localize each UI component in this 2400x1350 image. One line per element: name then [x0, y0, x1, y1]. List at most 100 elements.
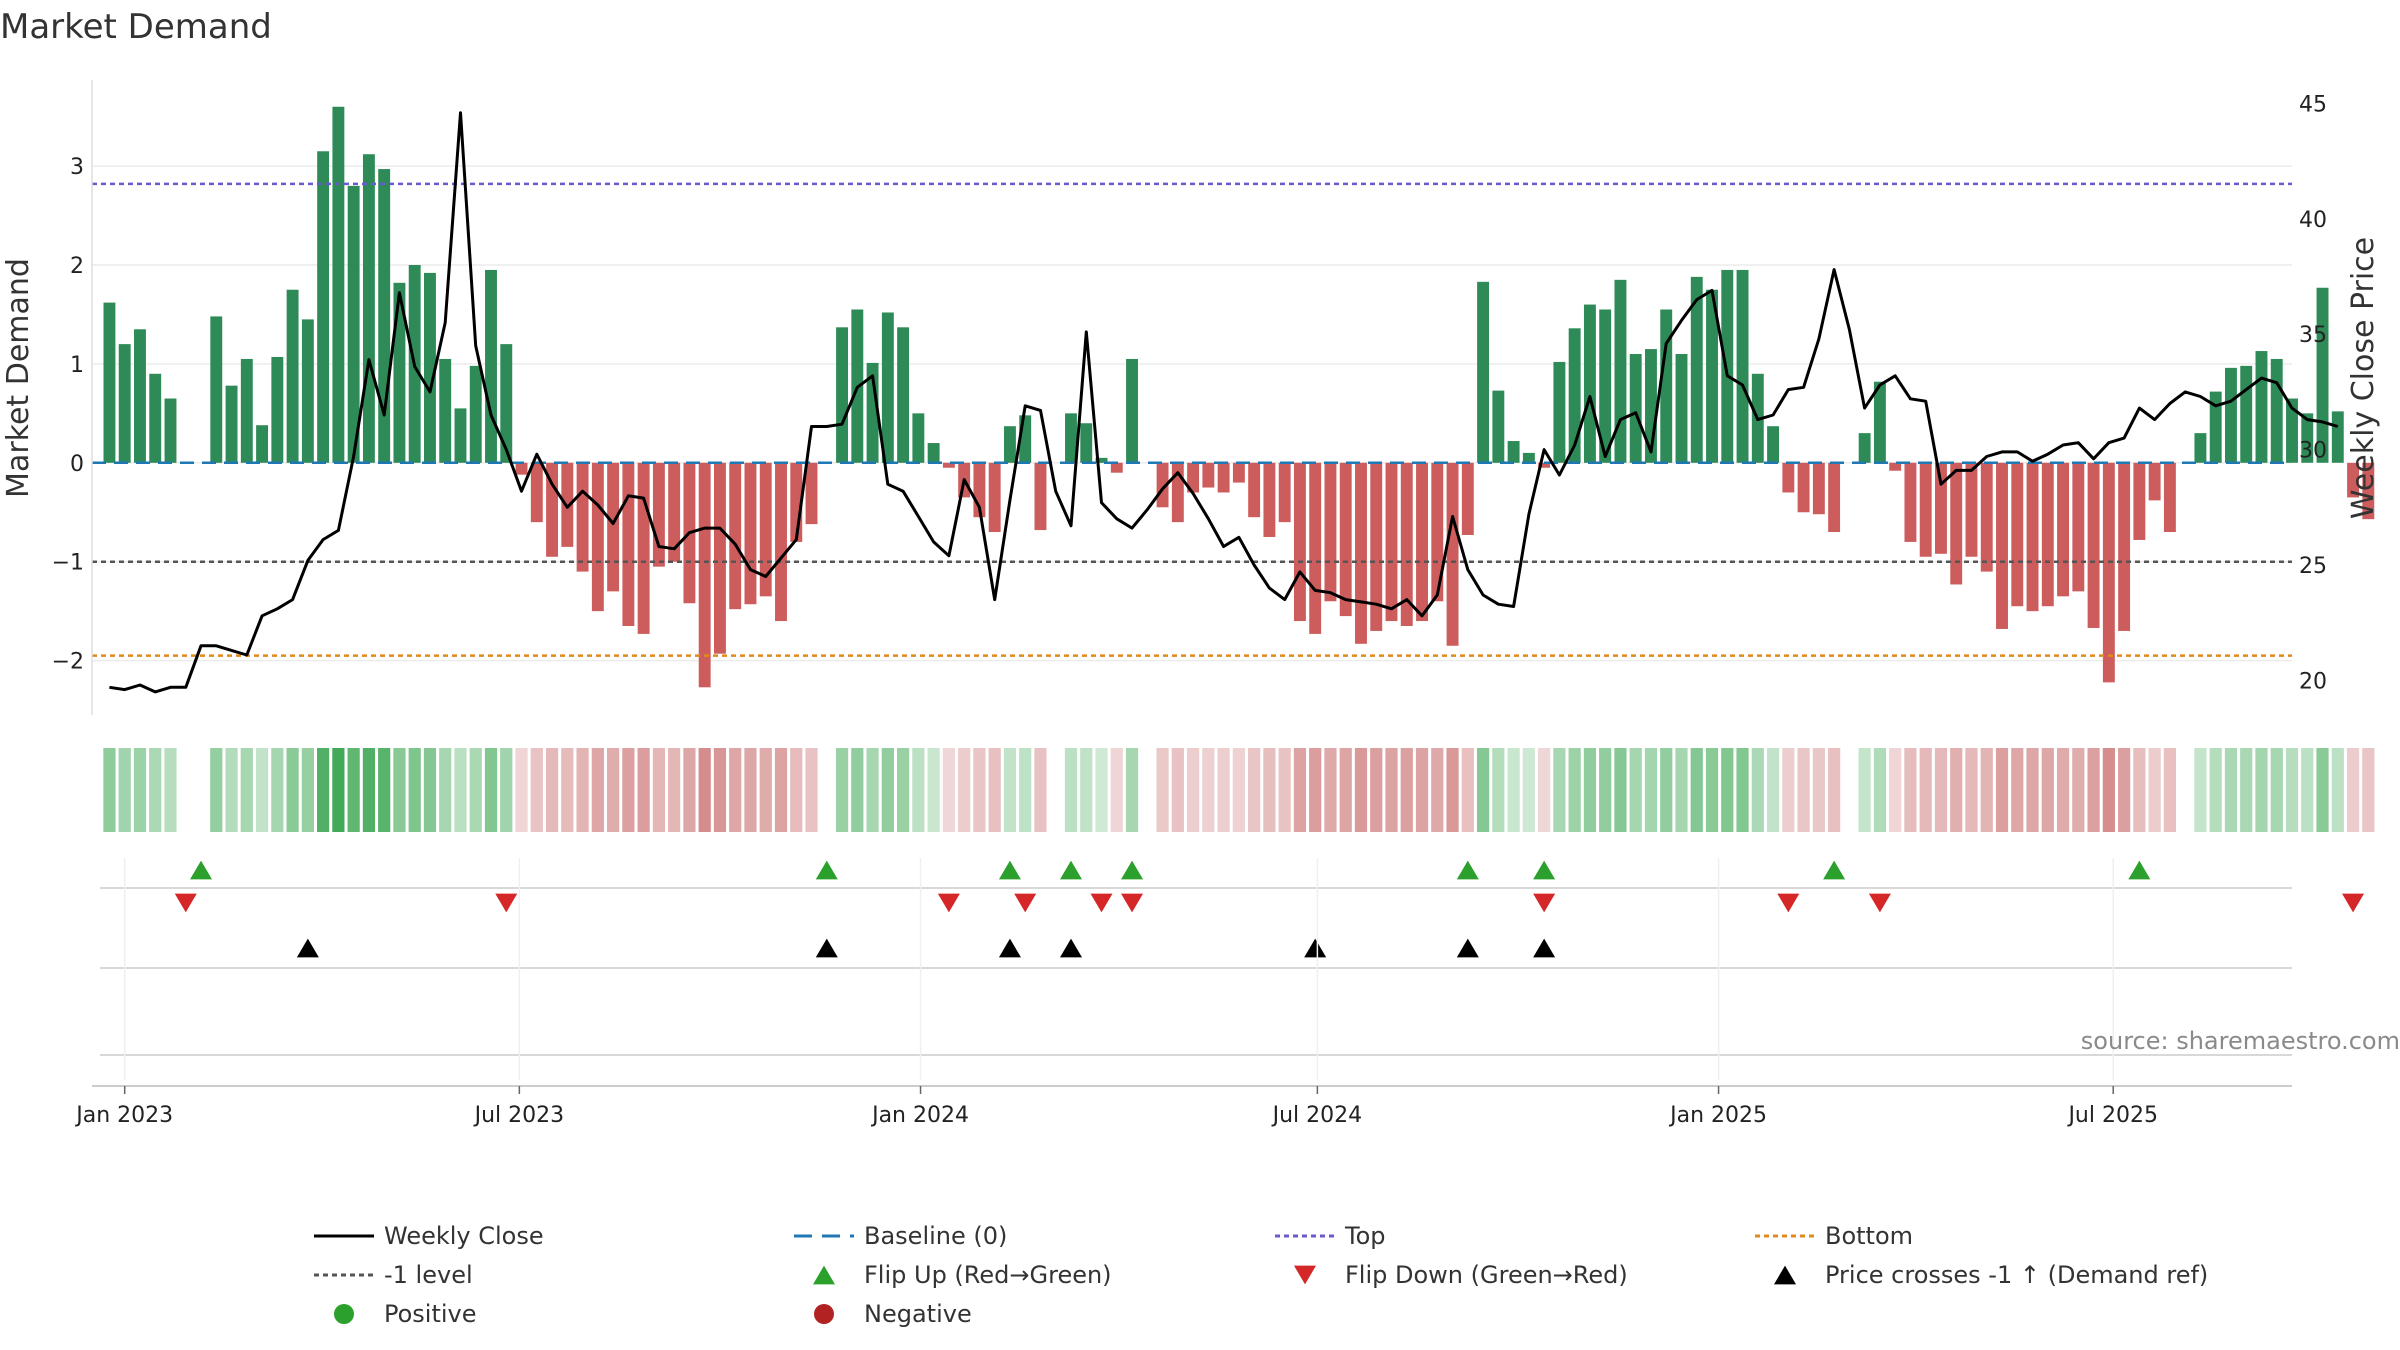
negative-demand-bar [1232, 462, 1245, 483]
strip-cell [347, 748, 360, 832]
negative-demand-bar [546, 462, 559, 557]
x-tick-label: Jul 2023 [473, 1103, 565, 1128]
strip-cell [1705, 748, 1719, 832]
strip-cell [1751, 748, 1764, 832]
y2-tick-label: 30 [2299, 439, 2327, 464]
strip-cell [2331, 748, 2344, 832]
strip-cell [1034, 748, 1047, 832]
strip-cell [2118, 748, 2131, 832]
flip-down-marker [174, 893, 197, 913]
strip-cell [1400, 748, 1413, 832]
strip-cell [271, 748, 284, 832]
strip-cell [1675, 748, 1688, 832]
strip-cell [2026, 748, 2039, 832]
strip-cell [1934, 748, 1948, 832]
negative-demand-bar [1248, 462, 1261, 518]
strip-cell [1904, 748, 1917, 832]
negative-demand-bar [622, 462, 635, 626]
legend-label: Positive [384, 1300, 477, 1328]
strip-cell [2285, 748, 2299, 832]
strip-cell [2301, 748, 2314, 832]
strip-cell [545, 748, 559, 832]
strip-cell [805, 748, 818, 832]
y2-tick-label: 25 [2299, 554, 2327, 579]
flip-down-marker [2342, 893, 2365, 913]
strip-cell [988, 748, 1001, 832]
strip-cell [2041, 748, 2054, 832]
negative-demand-bar [2102, 462, 2115, 683]
strip-cell [912, 748, 925, 832]
negative-demand-bar [1278, 462, 1291, 523]
flip-up-marker [998, 860, 1021, 880]
legend-circle-swatch [814, 1304, 834, 1324]
positive-demand-bar [424, 272, 436, 463]
negative-demand-bar [1171, 462, 1184, 523]
strip-cell [1431, 748, 1444, 832]
strip-cell [210, 748, 223, 832]
strip-cell [1614, 748, 1627, 832]
positive-demand-bar [2240, 365, 2253, 463]
positive-demand-bar [1858, 433, 1871, 463]
positive-demand-bar [2286, 398, 2298, 463]
negative-demand-bar [775, 462, 787, 622]
negative-demand-bar [2163, 462, 2176, 533]
positive-demand-bar [149, 373, 162, 463]
positive-demand-bar [210, 316, 223, 463]
legend-triangle-up-swatch [813, 1265, 835, 1285]
strip-cell [2087, 748, 2100, 832]
positive-demand-bar [103, 302, 116, 463]
positive-demand-bar [1629, 354, 1642, 463]
negative-demand-bar [1980, 462, 1993, 572]
strip-cell [1293, 748, 1307, 832]
strip-cell [1278, 748, 1291, 832]
source-note: source: sharemaestro.com [2081, 1027, 2400, 1055]
negative-demand-bar [2133, 462, 2146, 540]
flip-up-marker [1121, 860, 1144, 880]
price-cross-marker [815, 938, 838, 958]
price-cross-marker [1304, 938, 1327, 958]
positive-demand-bar [2316, 287, 2329, 463]
x-axis: Jan 2023 Jul 2023 Jan 2024 Jul 2024 Jan 2025… [74, 858, 2292, 1128]
negative-demand-bar [1339, 462, 1352, 617]
negative-demand-bar [2118, 462, 2131, 631]
negative-demand-bar [668, 462, 681, 562]
strip-cell [866, 748, 879, 832]
strip-cell [2240, 748, 2253, 832]
positive-demand-bar [286, 289, 299, 463]
positive-demand-bar [2209, 391, 2222, 463]
strip-cell [1186, 748, 1200, 832]
strip-cell [2194, 748, 2207, 832]
positive-demand-bar [1492, 390, 1505, 463]
negative-demand-bar [515, 462, 528, 475]
strip-cell [1873, 748, 1887, 832]
flip-up-marker [1823, 860, 1846, 880]
negative-demand-bar [2347, 462, 2360, 498]
positive-demand-bar [1660, 309, 1673, 463]
positive-demand-bar [301, 319, 314, 463]
strip-cell [301, 748, 314, 832]
positive-demand-bar [912, 413, 925, 463]
positive-demand-bar [1080, 423, 1093, 463]
x-tick-label: Jan 2025 [1668, 1103, 1767, 1128]
strip-cell [1919, 748, 1932, 832]
positive-demand-bar [118, 344, 131, 463]
strip-cell [622, 748, 635, 832]
demand-heat-strip [103, 748, 2375, 832]
negative-demand-bar [1324, 462, 1337, 602]
strip-cell [1690, 748, 1703, 832]
negative-demand-bar [2362, 462, 2375, 520]
legend-label: Flip Up (Red→Green) [864, 1261, 1112, 1289]
positive-demand-bar [2331, 411, 2344, 463]
positive-demand-bar [2255, 351, 2268, 463]
negative-demand-bar [1538, 462, 1551, 468]
strip-cell [439, 748, 452, 832]
y-tick-label: 0 [70, 452, 84, 477]
strip-cell [1553, 748, 1566, 832]
strip-cell [698, 748, 711, 832]
strip-cell [835, 748, 849, 832]
x-tick-label: Jan 2024 [870, 1103, 969, 1128]
legend-label: Weekly Close [384, 1222, 544, 1250]
strip-cell [1812, 748, 1825, 832]
strip-cell [2011, 748, 2024, 832]
